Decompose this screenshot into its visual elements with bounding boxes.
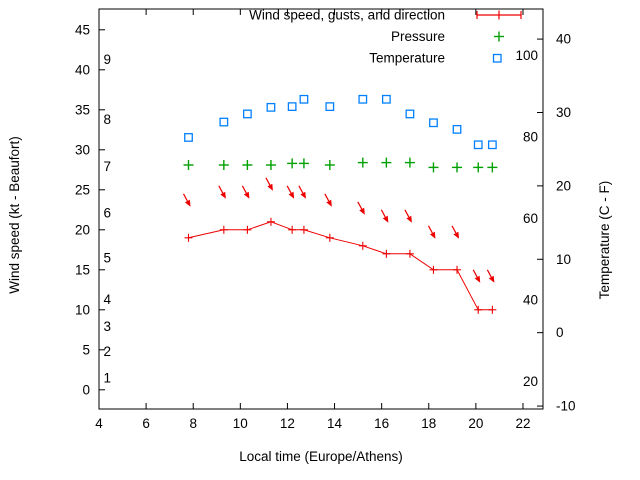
legend-item-wind: Wind speed, gusts, and direction [249,8,522,23]
y-axis-right: -10 0 10 20 30 40 20 40 60 80 100 Temperature (C - … [515,32,612,414]
temperature-point [325,102,335,112]
gust-arrowhead [474,275,481,283]
y-left-tick-label: 35 [75,102,90,117]
x-tick-label: 10 [233,416,248,431]
y-left-tick-label: 25 [75,182,90,197]
x-tick-label: 16 [374,416,389,431]
y-left-tick-label: 15 [75,262,90,277]
temperature-point [287,102,297,112]
beaufort-label: 2 [104,344,112,359]
gust-arrowhead [429,231,436,239]
gust-arrowhead [488,275,495,283]
y-right-tick-label: -10 [556,399,576,414]
plot-border [98,8,544,410]
temperature-point [219,117,229,127]
fahrenheit-label: 40 [523,293,538,308]
y-left-tick-label: 40 [75,62,90,77]
gust-arrowhead [300,191,306,199]
temperature-point [358,94,368,104]
gust-arrowhead [406,215,412,223]
x-tick-label: 8 [189,416,197,431]
y-right-tick-label: 40 [556,32,571,47]
y-right-tick-label: 20 [556,178,571,193]
y-right-tick-label: 10 [556,252,571,267]
gust-arrowhead [267,183,273,191]
temperature-point [299,94,309,104]
beaufort-label: 6 [104,206,112,221]
pressure-series [183,157,498,173]
beaufort-label: 1 [104,370,112,385]
legend: Wind speed, gusts, and direction Pressure… [249,8,522,66]
legend-item-pressure: Pressure [391,29,504,44]
temperature-point [266,102,276,112]
y-left-tick-label: 10 [75,302,90,317]
temperature-point [242,109,252,119]
temperature-point [452,124,462,134]
wind-gust-arrows [182,177,495,283]
temperature-point [473,140,483,150]
legend-item-temperature: Temperature [369,51,502,66]
fahrenheit-label: 100 [515,48,538,63]
temperature-point [184,133,193,142]
y-right-tick-label: 0 [556,325,564,340]
gust-arrowhead [382,215,389,223]
temperature-point [487,140,497,150]
beaufort-label: 7 [104,159,112,174]
fahrenheit-label: 20 [523,374,538,389]
y-left-tick-label: 30 [75,142,90,157]
beaufort-label: 4 [104,292,112,307]
x-tick-label: 22 [515,416,530,431]
x-tick-label: 12 [280,416,295,431]
x-axis-label: Local time (Europe/Athens) [239,449,403,464]
temperature-point [405,109,415,119]
temperature-point [381,94,391,104]
y-left-tick-label: 5 [82,342,90,357]
beaufort-label: 9 [104,52,112,67]
gust-arrowhead [326,199,332,207]
x-tick-label: 14 [327,416,343,431]
y-axis-right-label: Temperature (C - F) [597,181,612,300]
legend-label: Pressure [391,29,445,44]
legend-square-marker [492,53,502,63]
x-tick-label: 6 [142,416,150,431]
wind-speed-line [188,221,493,311]
legend-label: Temperature [369,51,445,66]
y-axis-left-label: Wind speed (kt - Beaufort) [7,136,22,294]
y-left-tick-label: 20 [75,222,90,237]
y-left-tick-label: 0 [82,382,90,397]
legend-label: Wind speed, gusts, and direction [249,8,445,23]
x-tick-label: 4 [95,416,103,431]
beaufort-label: 5 [104,250,112,265]
gust-arrowhead [359,207,365,215]
beaufort-label: 3 [104,319,112,334]
gust-arrowhead [184,199,191,207]
wind-speed-series [184,217,497,314]
gust-arrowhead [453,231,460,239]
x-tick-label: 18 [421,416,436,431]
y-left-tick-label: 45 [75,22,90,37]
gust-arrowhead [220,191,226,199]
temperature-point [429,118,438,128]
temperature-series [184,94,497,150]
y-right-tick-label: 30 [556,105,571,120]
x-tick-label: 20 [468,416,483,431]
fahrenheit-label: 80 [523,129,538,144]
beaufort-label: 8 [104,112,112,127]
fahrenheit-label: 60 [523,211,538,226]
gust-arrowhead [243,191,250,199]
gust-arrowhead [288,191,295,199]
